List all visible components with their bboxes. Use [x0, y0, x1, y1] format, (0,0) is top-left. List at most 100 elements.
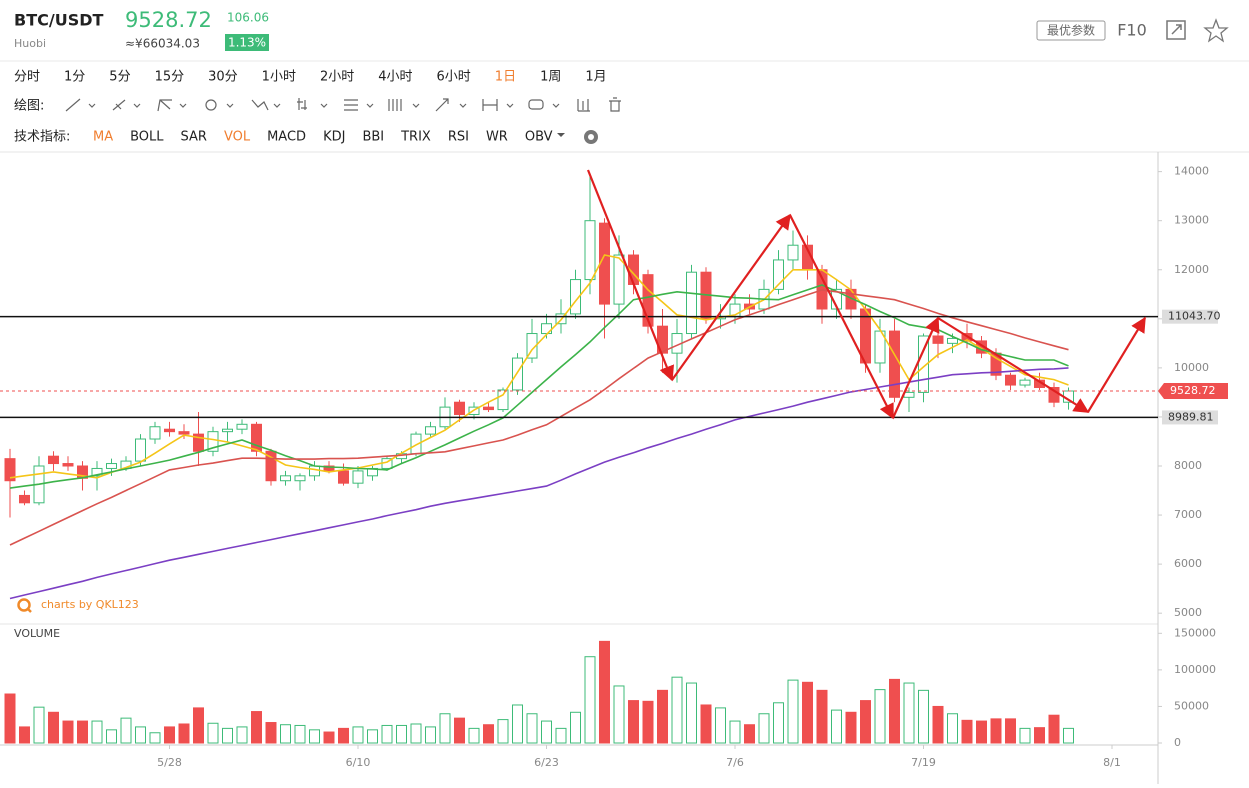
- favorite-icon[interactable]: [1203, 18, 1229, 43]
- y-tick-label: 10000: [1174, 361, 1209, 374]
- watermark: charts by QKL123: [41, 598, 139, 611]
- volume-bar: [483, 724, 494, 744]
- settings-icon[interactable]: [584, 130, 598, 144]
- indicator-option[interactable]: VOL: [224, 130, 251, 145]
- volume-bar: [207, 722, 219, 744]
- dropdown-icon[interactable]: [557, 133, 565, 137]
- volume-bar: [77, 720, 88, 744]
- y-tick-label: 14000: [1174, 165, 1209, 178]
- volume-bar: [33, 706, 45, 744]
- annotation-arrows: [586, 169, 1146, 420]
- indicator-bar: MA BOLL SAR VOL MACD KDJ BBI TRIX RSI WR OBV: [93, 130, 553, 145]
- volume-bar: [657, 689, 668, 744]
- interval-option[interactable]: 4小时: [378, 70, 412, 85]
- candle-body: [686, 271, 697, 335]
- indicator-option[interactable]: WR: [486, 130, 508, 145]
- f10-button[interactable]: F10: [1117, 21, 1147, 40]
- volume-bar: [1048, 714, 1060, 744]
- param-button[interactable]: [1036, 20, 1106, 41]
- candle-body: [4, 458, 16, 482]
- interval-option[interactable]: 1小时: [262, 70, 296, 85]
- param-button-label[interactable]: 最优参数: [1047, 23, 1095, 38]
- volume-bar: [642, 700, 654, 744]
- candle-body: [584, 220, 596, 281]
- draw-label: 绘图:: [14, 99, 44, 114]
- indicator-option[interactable]: MA: [93, 130, 113, 145]
- volume-bar: [381, 724, 393, 744]
- fullscreen-icon[interactable]: [1166, 20, 1186, 40]
- candle-body: [497, 389, 509, 411]
- volume-bar: [454, 717, 465, 744]
- interval-option[interactable]: 6小时: [437, 70, 471, 85]
- y-tick-label: 13000: [1174, 214, 1209, 227]
- candle-body: [1005, 374, 1016, 386]
- candle-body: [1019, 379, 1031, 386]
- volume-bar: [990, 718, 1002, 744]
- x-tick-label: 6/10: [346, 756, 371, 769]
- volume-bar: [976, 720, 987, 744]
- volume-bar: [773, 702, 784, 744]
- indicator-option[interactable]: RSI: [448, 130, 469, 145]
- interval-option[interactable]: 1分: [64, 70, 85, 85]
- interval-option[interactable]: 1日: [495, 70, 516, 85]
- volume-bar: [120, 717, 132, 744]
- volume-bar: [425, 726, 436, 744]
- draw-tools[interactable]: [65, 97, 621, 112]
- volume-bar: [512, 704, 523, 744]
- change-pct: 1.13%: [228, 36, 266, 50]
- level-label: 8989.81: [1168, 410, 1214, 423]
- x-tick-label: 8/1: [1103, 756, 1121, 769]
- interval-option[interactable]: 30分: [208, 70, 238, 85]
- y-tick-label: 5000: [1174, 606, 1202, 619]
- volume-bar: [729, 720, 741, 744]
- volume-tick-label: 100000: [1174, 663, 1216, 676]
- x-tick-label: 6/23: [534, 756, 559, 769]
- candle-body: [903, 391, 915, 398]
- volume-bar: [744, 724, 755, 744]
- candle-body: [106, 463, 117, 469]
- interval-option[interactable]: 1周: [540, 70, 561, 85]
- indicator-option[interactable]: TRIX: [400, 130, 431, 145]
- volume-bar: [758, 713, 770, 744]
- interval-option[interactable]: 分时: [14, 70, 40, 85]
- volume-bar: [947, 713, 958, 744]
- volume-bar: [4, 693, 16, 744]
- indicator-option[interactable]: SAR: [181, 130, 207, 145]
- volume-bar: [106, 729, 117, 744]
- interval-option[interactable]: 15分: [155, 70, 185, 85]
- indicator-option[interactable]: BOLL: [130, 130, 164, 145]
- volume-bar: [338, 727, 349, 744]
- volume-bar: [526, 713, 538, 744]
- indicator-label: 技术指标:: [14, 130, 70, 145]
- candle-body: [787, 244, 799, 261]
- indicator-option[interactable]: KDJ: [323, 130, 345, 145]
- interval-option[interactable]: 5分: [109, 70, 130, 85]
- indicator-option[interactable]: BBI: [362, 130, 384, 145]
- interval-option[interactable]: 1月: [585, 70, 606, 85]
- volume-bar: [889, 678, 900, 744]
- x-tick-label: 7/6: [726, 756, 744, 769]
- volume-bar: [309, 729, 320, 744]
- volume-bar: [1005, 718, 1016, 744]
- candle-body: [178, 431, 190, 435]
- volume-bar: [686, 682, 697, 744]
- interval-option[interactable]: 2小时: [320, 70, 354, 85]
- candle-body: [164, 428, 175, 433]
- price: 9528.72: [125, 8, 212, 32]
- last-price-label: 9528.72: [1170, 384, 1216, 397]
- moving-average-line: [9, 367, 1069, 600]
- volume-bar: [903, 682, 915, 744]
- volume-bar: [367, 729, 378, 744]
- candle-body: [207, 431, 219, 452]
- candle-body: [613, 254, 625, 305]
- volume-bar: [62, 720, 74, 744]
- indicator-option[interactable]: MACD: [267, 130, 306, 145]
- volume-bar: [280, 724, 291, 744]
- volume-bar: [584, 656, 596, 744]
- volume-bar: [816, 689, 828, 744]
- cny-price: ≈¥66034.03: [125, 37, 200, 51]
- volume-bar: [439, 713, 451, 744]
- volume-bar: [149, 732, 161, 744]
- indicator-option[interactable]: OBV: [525, 130, 553, 145]
